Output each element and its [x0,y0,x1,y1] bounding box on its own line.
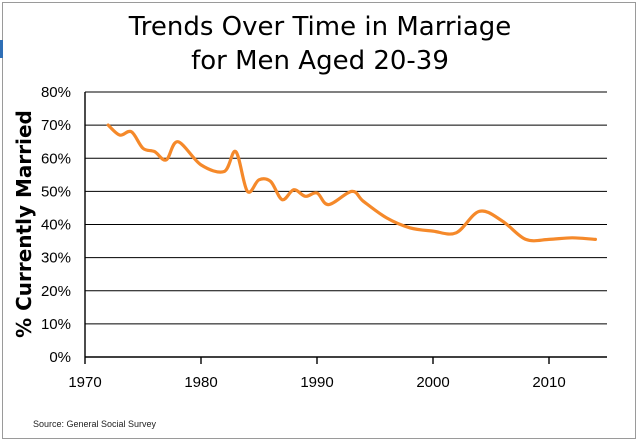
x-tick-label: 1970 [68,374,101,391]
slide-accent-bar [0,40,3,58]
x-tick-label: 1990 [300,374,333,391]
x-tick-labels: 1970 1980 1990 2000 2010 [68,357,566,391]
series-group [106,123,597,243]
y-tick-label: 0% [49,349,71,366]
series-line [106,123,597,243]
y-tick-label: 60% [41,150,71,167]
gridlines [84,91,607,358]
x-tick-label: 2010 [532,374,565,391]
x-tick-label: 1980 [184,374,217,391]
y-tick-label: 30% [41,250,71,267]
x-tick-label: 2000 [416,374,449,391]
y-tick-label: 10% [41,316,71,333]
y-tick-label: 40% [41,217,71,234]
chart-frame [2,2,636,439]
chart-title: Trends Over Time in Marriage for Men Age… [0,10,640,78]
y-tick-label: 20% [41,283,71,300]
source-note: Source: General Social Survey [33,419,157,429]
chart-title-line-2: for Men Aged 20-39 [191,46,449,76]
y-tick-labels: 0% 10% 20% 30% 40% 50% 60% 70% 80% [41,84,71,366]
chart-title-line-1: Trends Over Time in Marriage [128,12,512,42]
y-tick-label: 50% [41,183,71,200]
y-tick-label: 80% [41,84,71,101]
y-tick-label: 70% [41,117,71,134]
